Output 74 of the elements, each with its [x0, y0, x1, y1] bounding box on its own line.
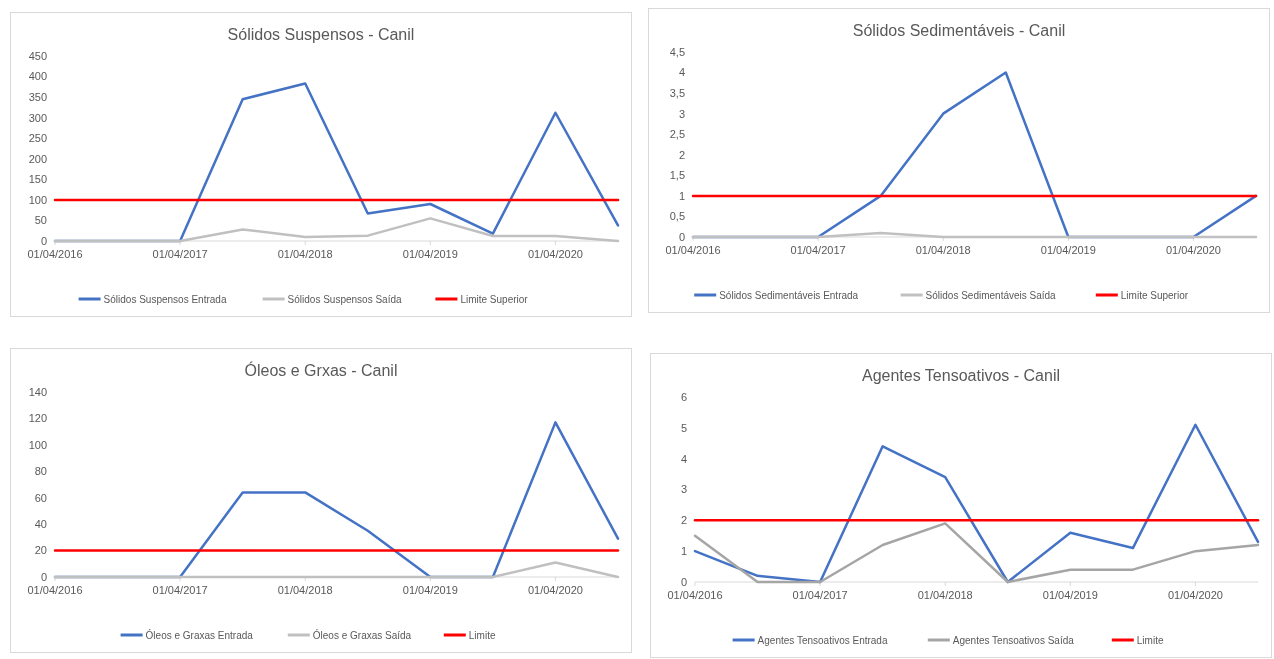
x-tick-label: 01/04/2019 — [1042, 589, 1098, 601]
x-tick-label: 01/04/2016 — [665, 244, 721, 256]
y-tick-label: 2,5 — [669, 128, 685, 141]
y-tick-label: 3 — [678, 107, 685, 120]
y-tick-label: 400 — [28, 70, 47, 83]
x-tick-label: 01/04/2017 — [790, 244, 846, 256]
y-tick-label: 350 — [28, 90, 47, 103]
x-tick-label: 01/04/2016 — [27, 584, 83, 596]
x-tick-label: 01/04/2018 — [915, 244, 971, 256]
y-tick-label: 0 — [678, 230, 685, 243]
chart-title: Óleos e Grxas - Canil — [244, 361, 398, 379]
legend-label: Agentes Tensoativos Entrada — [757, 634, 888, 646]
chart-title: Agentes Tensoativos - Canil — [861, 367, 1061, 384]
y-tick-label: 0,5 — [669, 210, 685, 223]
legend-label: Sólidos Suspensos Saída — [287, 293, 402, 305]
y-tick-label: 250 — [28, 132, 47, 145]
line-series — [693, 522, 1260, 584]
legend-label: Sólidos Sedimentáveis Saída — [925, 289, 1057, 301]
legend-label: Limite — [468, 629, 496, 641]
x-tick-label: 01/04/2017 — [152, 584, 208, 596]
line-series — [693, 423, 1260, 584]
y-tick-label: 4 — [678, 66, 685, 79]
y-tick-label: 3 — [680, 483, 687, 496]
y-tick-label: 40 — [34, 517, 47, 530]
line-series — [53, 217, 620, 243]
x-tick-label: 01/04/2016 — [667, 589, 723, 601]
x-tick-label: 01/04/2017 — [152, 248, 208, 260]
x-tick-label: 01/04/2018 — [277, 584, 333, 596]
y-tick-label: 140 — [28, 385, 47, 398]
y-tick-label: 200 — [28, 152, 47, 165]
y-tick-label: 150 — [28, 173, 47, 186]
x-tick-label: 01/04/2020 — [1165, 244, 1221, 256]
y-tick-label: 2 — [678, 148, 685, 161]
y-tick-label: 5 — [680, 421, 687, 434]
y-tick-label: 50 — [34, 214, 47, 227]
legend-label: Limite Superior — [460, 293, 529, 305]
x-tick-label: 01/04/2019 — [402, 248, 458, 260]
x-tick-label: 01/04/2020 — [1167, 589, 1223, 601]
y-tick-label: 0 — [40, 570, 47, 583]
y-tick-label: 100 — [28, 438, 47, 451]
x-tick-label: 01/04/2019 — [402, 584, 458, 596]
y-tick-label: 0 — [40, 234, 47, 247]
legend-label: Sólidos Suspensos Entrada — [103, 293, 227, 305]
y-tick-label: 300 — [28, 111, 47, 124]
legend-label: Limite Superior — [1120, 289, 1189, 301]
x-tick-label: 01/04/2017 — [792, 589, 848, 601]
legend-label: Limite — [1136, 634, 1164, 646]
legend-label: Agentes Tensoativos Saída — [952, 634, 1075, 646]
legend-label: Sólidos Sedimentáveis Entrada — [719, 289, 859, 301]
y-tick-label: 3,5 — [669, 86, 685, 99]
y-tick-label: 2 — [680, 514, 687, 527]
y-tick-label: 1,5 — [669, 169, 685, 182]
y-tick-label: 1 — [680, 545, 687, 558]
x-tick-label: 01/04/2019 — [1040, 244, 1096, 256]
y-tick-label: 1 — [678, 189, 685, 202]
x-tick-label: 01/04/2018 — [277, 248, 333, 260]
legend-label: Óleos e Graxas Entrada — [145, 628, 254, 641]
y-tick-label: 4 — [680, 452, 687, 465]
chart-title: Sólidos Suspensos - Canil — [227, 26, 415, 43]
x-tick-label: 01/04/2016 — [27, 248, 83, 260]
y-tick-label: 120 — [28, 412, 47, 425]
legend-label: Óleos e Graxas Saída — [312, 628, 412, 641]
chart-title: Sólidos Sedimentáveis - Canil — [852, 22, 1066, 39]
y-tick-label: 60 — [34, 491, 47, 504]
x-tick-label: 01/04/2018 — [917, 589, 973, 601]
y-tick-label: 4,5 — [669, 45, 685, 58]
y-tick-label: 450 — [28, 49, 47, 62]
y-tick-label: 100 — [28, 193, 47, 206]
y-tick-label: 20 — [34, 544, 47, 557]
y-tick-label: 0 — [680, 575, 687, 588]
x-tick-label: 01/04/2020 — [527, 248, 583, 260]
y-tick-label: 80 — [34, 465, 47, 478]
y-tick-label: 6 — [680, 390, 687, 403]
x-tick-label: 01/04/2020 — [527, 584, 583, 596]
